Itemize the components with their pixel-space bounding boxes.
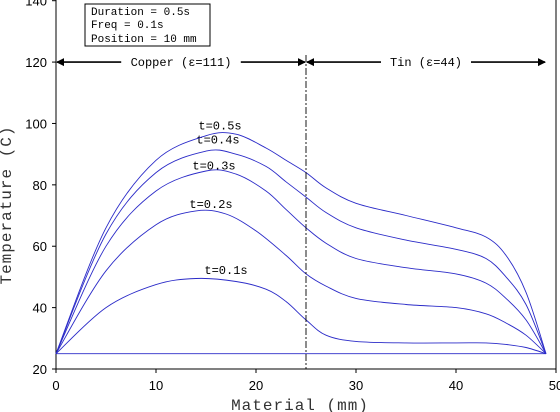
series-label: t=0.3s — [192, 160, 235, 174]
y-tick-label: 100 — [25, 116, 47, 131]
series-line-t-0-1s — [56, 278, 546, 353]
x-tick-label: 10 — [149, 378, 163, 393]
series-line-t-0-5s — [56, 133, 546, 354]
info-freq: Freq = 0.1s — [91, 20, 164, 32]
curve-group: t=0.1s t=0.2s t=0.3s t=0.4st=0.5s — [56, 120, 546, 354]
arrow-head — [56, 58, 64, 66]
x-tick-label: 40 — [449, 378, 463, 393]
y-tick-label: 120 — [25, 55, 47, 70]
tick-group: 0 10 20 30 40 50 20 40 60 80 100 120 140 — [25, 0, 560, 393]
y-tick-label: 20 — [33, 362, 47, 377]
region-label: Tin (ε=44) — [390, 56, 462, 70]
region-label: Copper (ε=111) — [131, 56, 232, 70]
series-label: t=0.1s — [204, 264, 247, 278]
y-tick-label: 40 — [33, 301, 47, 316]
series-label: t=0.2s — [189, 198, 232, 212]
series-line-t-0-3s — [56, 170, 546, 354]
y-tick-label: 80 — [33, 178, 47, 193]
arrow-head — [298, 58, 306, 66]
y-axis-title: Temperature (C) — [0, 125, 16, 284]
info-position: Position = 10 mm — [91, 34, 197, 46]
x-tick-label: 50 — [549, 378, 560, 393]
series-line-t-0-4s — [56, 150, 546, 354]
series-label: t=0.5s — [198, 120, 241, 134]
info-duration: Duration = 0.5s — [91, 7, 190, 19]
x-tick-label: 30 — [349, 378, 363, 393]
arrow-head — [306, 58, 314, 66]
annotation-group: Copper (ε=111) Tin (ε=44) — [56, 55, 546, 369]
x-axis-title: Material (mm) — [231, 397, 369, 412]
y-tick-label: 140 — [25, 0, 47, 9]
x-tick-label: 20 — [249, 378, 263, 393]
info-box: Duration = 0.5s Freq = 0.1s Position = 1… — [85, 4, 210, 46]
y-tick-label: 60 — [33, 239, 47, 254]
x-tick-label: 0 — [52, 378, 59, 393]
arrow-head — [538, 58, 546, 66]
series-label: t=0.4s — [196, 133, 239, 147]
